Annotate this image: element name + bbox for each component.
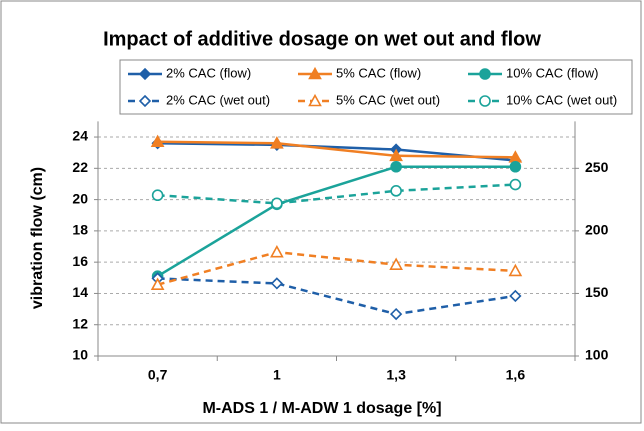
legend-label: 10% CAC (flow) <box>506 65 598 80</box>
y-axis-label: vibration flow (cm) <box>29 167 46 309</box>
y2-tick-label: 100 <box>585 347 609 363</box>
legend-marker <box>308 66 322 80</box>
point <box>389 148 403 162</box>
chart-title: Impact of additive dosage on wet out and… <box>103 28 541 50</box>
point <box>150 277 165 290</box>
legend-label: 2% CAC (wet out) <box>166 92 270 107</box>
point <box>150 134 165 148</box>
y-tick-label: 24 <box>72 128 88 144</box>
legend-marker <box>138 67 152 81</box>
legend-marker <box>479 68 491 80</box>
y2-tick-label: 200 <box>585 222 609 238</box>
point <box>389 257 403 270</box>
x-tick-label: 1 <box>273 367 281 383</box>
point <box>270 136 284 149</box>
point <box>508 263 523 277</box>
y-tick-label: 20 <box>72 190 88 206</box>
y-tick-label: 12 <box>72 315 88 331</box>
point <box>389 307 403 321</box>
point <box>151 189 164 202</box>
legend-label: 2% CAC (flow) <box>166 65 251 80</box>
legend-label: 10% CAC (wet out) <box>506 92 617 107</box>
point <box>509 160 522 173</box>
series-line <box>157 142 516 162</box>
y-tick-label: 16 <box>72 253 88 269</box>
point <box>509 289 522 303</box>
series-line <box>157 250 516 286</box>
point <box>271 197 283 210</box>
y-tick-label: 22 <box>72 159 88 175</box>
x-axis-label: M-ADS 1 / M-ADW 1 dosage [%] <box>202 400 441 417</box>
x-tick-label: 1,6 <box>506 367 526 383</box>
x-tick-label: 1,3 <box>386 367 406 383</box>
series-line <box>157 140 516 159</box>
y-tick-label: 18 <box>72 222 88 238</box>
y2-tick-label: 150 <box>585 284 609 300</box>
point <box>270 244 284 258</box>
legend-label: 5% CAC (wet out) <box>336 92 440 107</box>
legend-label: 5% CAC (flow) <box>336 65 421 80</box>
series-line <box>157 277 516 316</box>
legend-marker <box>308 93 322 107</box>
series-line <box>156 165 516 278</box>
point <box>390 160 402 173</box>
legend-box <box>119 59 633 115</box>
x-tick-label: 0,7 <box>148 367 168 383</box>
legend-marker <box>479 95 491 107</box>
legend-marker <box>138 94 152 108</box>
point <box>390 185 402 197</box>
point <box>509 178 522 191</box>
y-tick-label: 10 <box>72 347 88 363</box>
y2-tick-label: 250 <box>585 159 609 175</box>
y-tick-label: 14 <box>72 284 88 300</box>
point <box>270 277 284 290</box>
